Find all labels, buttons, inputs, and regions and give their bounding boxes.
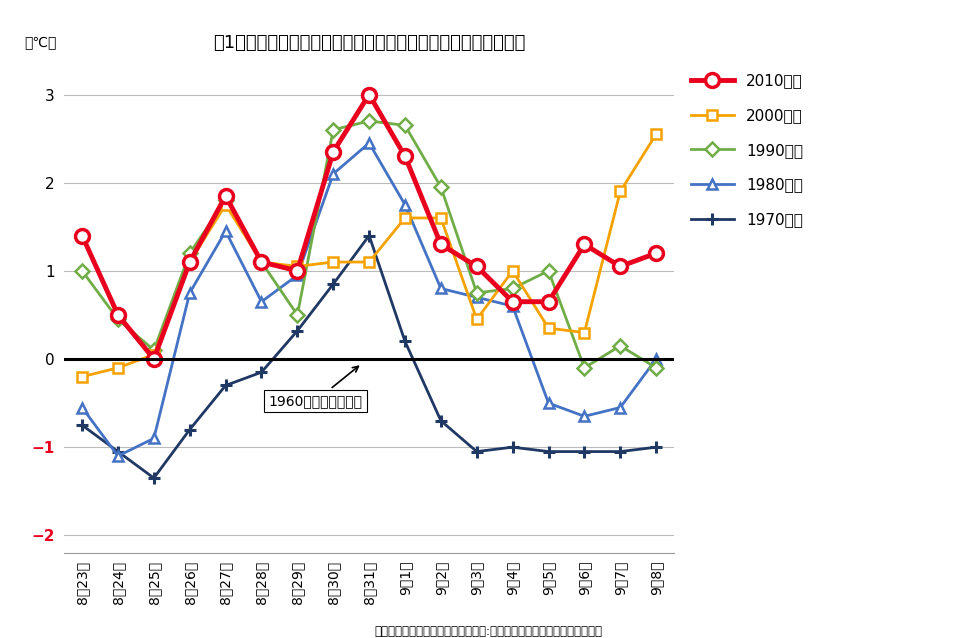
Line: 1970年代: 1970年代 — [76, 229, 663, 484]
2000年代 — [579, 329, 590, 336]
2000年代 — [220, 201, 231, 209]
2010年代 — [470, 263, 482, 271]
2000年代 — [363, 258, 375, 266]
2010年代 — [327, 148, 339, 156]
1990年代 — [363, 117, 375, 125]
Line: 2000年代: 2000年代 — [77, 130, 661, 382]
1990年代 — [543, 267, 554, 275]
1980年代 — [579, 413, 590, 420]
2010年代 — [650, 249, 662, 257]
2000年代 — [435, 214, 447, 222]
2010年代 — [183, 258, 195, 266]
1990年代 — [76, 267, 88, 275]
1990年代 — [327, 126, 339, 133]
2010年代 — [76, 232, 88, 239]
2010年代 — [399, 152, 411, 160]
2010年代 — [256, 258, 267, 266]
1980年代 — [76, 404, 88, 412]
1970年代 — [399, 338, 411, 345]
1970年代 — [470, 448, 482, 456]
1990年代 — [256, 258, 267, 266]
1980年代 — [435, 285, 447, 292]
2010年代 — [292, 267, 304, 275]
1980年代 — [327, 170, 339, 178]
1990年代 — [615, 342, 627, 350]
Title: 図1「処暑」の期間における年代・日別平均気温の推移（津市）: 図1「処暑」の期間における年代・日別平均気温の推移（津市） — [213, 34, 525, 52]
1980年代 — [470, 293, 482, 301]
1980年代 — [292, 271, 304, 279]
1980年代 — [112, 452, 124, 460]
2000年代 — [507, 267, 518, 275]
Legend: 2010年代, 2000年代, 1990年代, 1980年代, 1970年代: 2010年代, 2000年代, 1990年代, 1980年代, 1970年代 — [685, 67, 809, 234]
1980年代 — [363, 139, 375, 147]
2000年代 — [470, 316, 482, 323]
2010年代 — [112, 311, 124, 319]
1970年代 — [435, 417, 447, 424]
2010年代 — [363, 91, 375, 98]
1980年代 — [256, 298, 267, 306]
Line: 1980年代: 1980年代 — [77, 138, 661, 461]
1990年代 — [650, 364, 662, 372]
2000年代 — [148, 351, 160, 359]
1970年代 — [579, 448, 590, 456]
1970年代 — [220, 382, 231, 389]
1970年代 — [112, 448, 124, 456]
1970年代 — [148, 474, 160, 482]
1980年代 — [183, 289, 195, 297]
1970年代 — [76, 421, 88, 429]
1980年代 — [148, 434, 160, 442]
2010年代 — [220, 192, 231, 200]
1970年代 — [292, 327, 304, 334]
Line: 2010年代: 2010年代 — [75, 87, 663, 366]
Text: 1960年代の平均気温: 1960年代の平均気温 — [268, 366, 363, 408]
1990年代 — [183, 249, 195, 257]
1970年代 — [183, 426, 195, 433]
1980年代 — [399, 201, 411, 209]
1990年代 — [220, 197, 231, 204]
2010年代 — [615, 263, 627, 271]
1970年代 — [363, 232, 375, 239]
1990年代 — [470, 289, 482, 297]
1970年代 — [615, 448, 627, 456]
1990年代 — [435, 183, 447, 191]
1970年代 — [256, 368, 267, 376]
1980年代 — [615, 404, 627, 412]
2000年代 — [543, 324, 554, 332]
1980年代 — [507, 302, 518, 310]
1990年代 — [507, 285, 518, 292]
1980年代 — [650, 355, 662, 363]
2000年代 — [399, 214, 411, 222]
2010年代 — [148, 355, 160, 363]
Line: 1990年代: 1990年代 — [77, 116, 661, 373]
2000年代 — [615, 188, 627, 195]
1990年代 — [579, 364, 590, 372]
Text: （℃）: （℃） — [24, 35, 57, 49]
1980年代 — [543, 399, 554, 407]
1970年代 — [327, 280, 339, 288]
1990年代 — [292, 311, 304, 319]
2010年代 — [543, 298, 554, 306]
1970年代 — [507, 443, 518, 451]
2000年代 — [327, 258, 339, 266]
Text: （出所）「過去の地点気象データ」:気象庁、三重県統計課にて加工作成: （出所）「過去の地点気象データ」:気象庁、三重県統計課にて加工作成 — [374, 625, 602, 638]
1990年代 — [399, 122, 411, 130]
1990年代 — [112, 316, 124, 323]
1970年代 — [650, 443, 662, 451]
1990年代 — [148, 346, 160, 354]
2000年代 — [112, 364, 124, 372]
1980年代 — [220, 227, 231, 235]
2010年代 — [435, 241, 447, 248]
2000年代 — [76, 373, 88, 380]
2000年代 — [292, 263, 304, 271]
1970年代 — [543, 448, 554, 456]
2010年代 — [507, 298, 518, 306]
2000年代 — [256, 258, 267, 266]
2010年代 — [579, 241, 590, 248]
2000年代 — [183, 258, 195, 266]
2000年代 — [650, 130, 662, 138]
